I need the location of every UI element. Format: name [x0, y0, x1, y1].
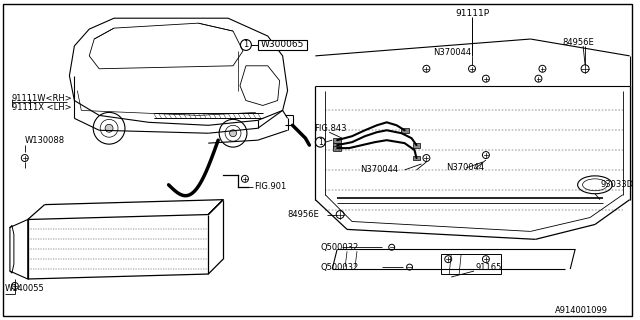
Circle shape [230, 130, 237, 137]
Text: W140055: W140055 [5, 284, 45, 293]
Bar [442, 254, 500, 274]
Bar [413, 156, 420, 161]
Text: A914001099: A914001099 [556, 306, 609, 315]
Text: 91111W<RH>: 91111W<RH> [12, 94, 73, 103]
Text: 84956E: 84956E [563, 38, 594, 47]
Text: Q500032: Q500032 [320, 243, 358, 252]
Text: 91111X <LH>: 91111X <LH> [12, 103, 72, 112]
Text: W130088: W130088 [25, 136, 65, 145]
Text: 91165: 91165 [476, 263, 502, 272]
Text: 84956E: 84956E [287, 210, 319, 219]
Text: 91111P: 91111P [455, 9, 489, 18]
Bar [413, 143, 420, 148]
Text: W300065: W300065 [261, 40, 304, 50]
Bar [333, 146, 341, 151]
Text: FIG.901: FIG.901 [254, 182, 286, 191]
Text: 1: 1 [243, 40, 248, 50]
Text: FIG.843: FIG.843 [314, 124, 347, 133]
Text: N370044: N370044 [360, 165, 398, 174]
Text: N370044: N370044 [433, 48, 471, 57]
Text: 1: 1 [318, 138, 323, 147]
Text: N370044: N370044 [446, 164, 484, 172]
Circle shape [105, 124, 113, 132]
Text: Q500032: Q500032 [320, 263, 358, 272]
Bar [333, 138, 341, 143]
Bar [401, 128, 408, 133]
Bar [333, 143, 341, 148]
Text: 93033D: 93033D [601, 180, 634, 189]
Bar [258, 40, 307, 50]
